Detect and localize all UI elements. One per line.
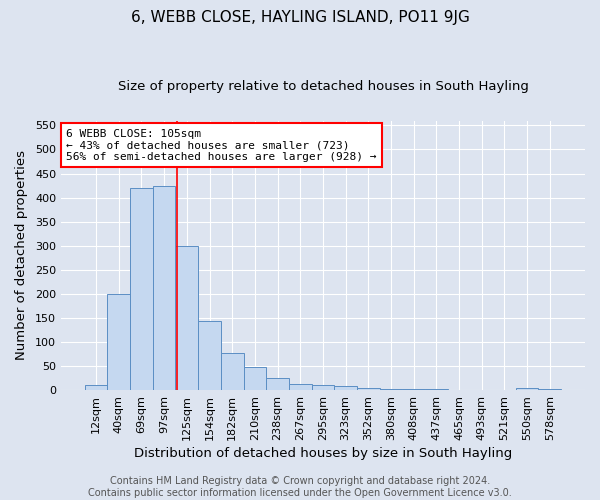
Bar [107, 294, 130, 390]
Bar [198, 322, 221, 390]
X-axis label: Distribution of detached houses by size in South Hayling: Distribution of detached houses by size … [134, 447, 512, 460]
Bar [175, 246, 198, 390]
Bar [85, 386, 107, 390]
Bar [538, 388, 561, 390]
Text: 6 WEBB CLOSE: 105sqm
← 43% of detached houses are smaller (723)
56% of semi-deta: 6 WEBB CLOSE: 105sqm ← 43% of detached h… [66, 128, 377, 162]
Bar [425, 388, 448, 390]
Bar [130, 188, 153, 390]
Text: 6, WEBB CLOSE, HAYLING ISLAND, PO11 9JG: 6, WEBB CLOSE, HAYLING ISLAND, PO11 9JG [131, 10, 469, 25]
Text: Contains HM Land Registry data © Crown copyright and database right 2024.
Contai: Contains HM Land Registry data © Crown c… [88, 476, 512, 498]
Bar [334, 386, 357, 390]
Bar [289, 384, 311, 390]
Y-axis label: Number of detached properties: Number of detached properties [15, 150, 28, 360]
Bar [516, 388, 538, 390]
Bar [403, 388, 425, 390]
Bar [221, 352, 244, 390]
Bar [380, 388, 403, 390]
Bar [311, 386, 334, 390]
Bar [266, 378, 289, 390]
Title: Size of property relative to detached houses in South Hayling: Size of property relative to detached ho… [118, 80, 529, 93]
Bar [244, 367, 266, 390]
Bar [357, 388, 380, 390]
Bar [153, 186, 175, 390]
